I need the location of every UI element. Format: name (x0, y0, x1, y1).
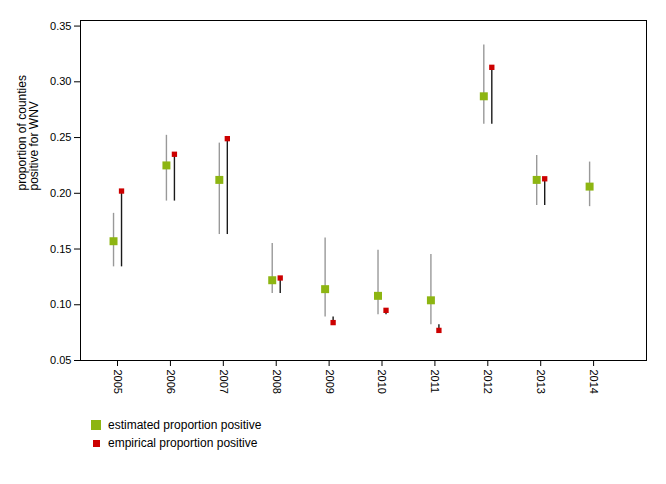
html-text:estimated proportion positive: estimated proportion positive (108, 418, 262, 432)
svg-text:2012: 2012 (482, 370, 494, 394)
svg-text:proportion of countiespositive: proportion of countiespositive for WNV (15, 75, 41, 190)
svg-text:2010: 2010 (376, 370, 388, 394)
svg-text:2014: 2014 (588, 370, 600, 394)
svg-text:0.35: 0.35 (50, 20, 71, 32)
svg-text:2008: 2008 (271, 370, 283, 394)
svg-text:2005: 2005 (112, 370, 124, 394)
svg-text:0.10: 0.10 (50, 298, 71, 310)
svg-text:2007: 2007 (218, 370, 230, 394)
svg-text:2009: 2009 (324, 370, 336, 394)
html-text:empirical proportion positive: empirical proportion positive (108, 436, 258, 450)
svg-text:0.30: 0.30 (50, 75, 71, 87)
svg-text:2013: 2013 (535, 370, 547, 394)
svg-text:0.25: 0.25 (50, 131, 71, 143)
svg-text:0.15: 0.15 (50, 243, 71, 255)
svg-text:2011: 2011 (429, 370, 441, 394)
svg-text:2006: 2006 (165, 370, 177, 394)
svg-text:0.20: 0.20 (50, 187, 71, 199)
svg-text:0.05: 0.05 (50, 354, 71, 366)
